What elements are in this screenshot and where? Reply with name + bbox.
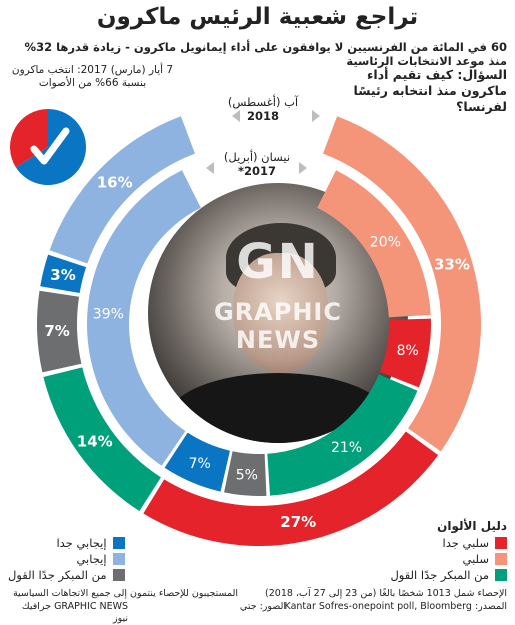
outer-ring-date: آب (أغسطس) [227, 95, 299, 109]
legend-item-negative: سلبي [390, 552, 507, 566]
survey-question: السؤال: كيف تقيم أداء ماكرون منذ انتخابه… [353, 67, 508, 114]
legend-title: دليل الألوان [437, 519, 507, 533]
check-pie [9, 109, 86, 185]
gap-arrows [206, 110, 320, 174]
legend-item-very-positive: إيجابي جدا [8, 536, 125, 550]
legend-right: دليل الألوان سلبي جدا سلبي من المبكر جدً… [390, 519, 507, 584]
data-label-outer-somewhat: 14% [77, 433, 113, 451]
inner-ring [86, 170, 431, 496]
legend-swatch [112, 569, 125, 581]
outer-ring-year: 2018 [246, 109, 279, 123]
arrow-left-outer [232, 110, 240, 122]
legend-left: إيجابي جدا إيجابي من المبكر جدًا القول [8, 536, 125, 584]
data-label-inner-very-negative: 8% [397, 343, 419, 359]
slice-outer-somewhat [43, 367, 161, 512]
data-label-inner-negative: 20% [370, 234, 401, 250]
arrow-right-outer [312, 110, 320, 122]
legend-label: إيجابي جدا [56, 536, 107, 550]
legend-item-positive: إيجابي [8, 552, 125, 566]
slice-inner-very-negative [379, 318, 431, 388]
data-label-inner-somewhat: 21% [331, 440, 362, 456]
photo-head [233, 253, 328, 373]
slice-inner-somewhat [267, 374, 418, 496]
election-note: 7 أيار (مارس) 2017: انتخب ماكرون بنسبة 6… [11, 64, 174, 89]
footer-respondents: المستجيبون للإحصاء ينتمون إلى جميع الاتج… [12, 588, 238, 599]
footer-methodology: الإحصاء شمل 1013 شخصًا بالغًا (من 23 إلى… [265, 588, 507, 599]
slice-inner-very-positive [164, 432, 230, 492]
outer-ring-label: آب (أغسطس) 2018 [218, 95, 308, 123]
data-label-outer-positive: 16% [97, 174, 133, 192]
legend-item-very-negative: سلبي جدا [390, 536, 507, 550]
legend-label: إيجابي [76, 552, 107, 566]
arrow-left-inner [206, 162, 214, 174]
outer-ring [36, 116, 482, 546]
data-label-outer-very-negative: 27% [280, 513, 316, 531]
watermark: GN GRAPHIC NEWS [168, 234, 388, 354]
data-label-outer-dont-know: 7% [44, 322, 69, 340]
checkmark-icon [30, 127, 70, 165]
legend-item-dont-know: من المبكر جدًا القول [8, 568, 125, 582]
slice-inner-dont-know [224, 451, 267, 496]
legend-swatch [495, 553, 507, 565]
legend-swatch [112, 537, 125, 549]
slice-inner-negative [317, 170, 431, 318]
slice-inner-positive [86, 170, 201, 466]
inner-ring-date: نيسان (أبريل) [223, 150, 291, 164]
inner-ring-year: 2017* [237, 164, 277, 178]
legend-item-somewhat: من المبكر جدًا القول [390, 568, 507, 582]
data-label-inner-very-positive: 7% [189, 456, 211, 472]
slice-outer-very-positive [40, 254, 87, 294]
slice-outer-very-negative [143, 431, 439, 546]
slice-outer-negative [323, 116, 482, 452]
legend-label: سلبي [462, 552, 490, 566]
watermark-graphic-news: GRAPHIC NEWS [214, 298, 342, 354]
legend-label: من المبكر جدًا القول [8, 568, 107, 582]
page-title: تراجع شعبية الرئيس ماكرون [96, 4, 419, 30]
footer-photo: الصور: جتي [239, 601, 287, 612]
slice-outer-positive [49, 116, 195, 264]
legend-label: من المبكر جدًا القول [390, 568, 489, 582]
legend-swatch [495, 569, 507, 581]
watermark-gn: GN [236, 234, 320, 290]
data-label-outer-very-positive: 3% [50, 266, 75, 284]
legend-swatch [495, 537, 507, 549]
footer-source: المصدر: Kantar Sofres-onepoint poll, Blo… [284, 601, 508, 612]
legend-label: سلبي جدا [442, 536, 490, 550]
slice-outer-dont-know [36, 290, 82, 373]
legend-swatch [112, 553, 125, 565]
data-label-outer-negative: 33% [434, 255, 470, 273]
data-label-inner-dont-know: 5% [236, 468, 258, 484]
inner-ring-label: نيسان (أبريل) 2017* [212, 150, 302, 178]
percent-labels: 33% 27% 14% 7% 3% 16% 20% 8% 21% 5% 7% 39% [44, 174, 470, 531]
subtitle: 60 في المائة من الفرنسيين لا يوافقون على… [24, 40, 507, 68]
data-label-inner-positive: 39% [93, 307, 124, 323]
footer-credit: GRAPHIC NEWS جرافيك نيوز [21, 601, 128, 624]
arrow-right-inner [299, 162, 307, 174]
